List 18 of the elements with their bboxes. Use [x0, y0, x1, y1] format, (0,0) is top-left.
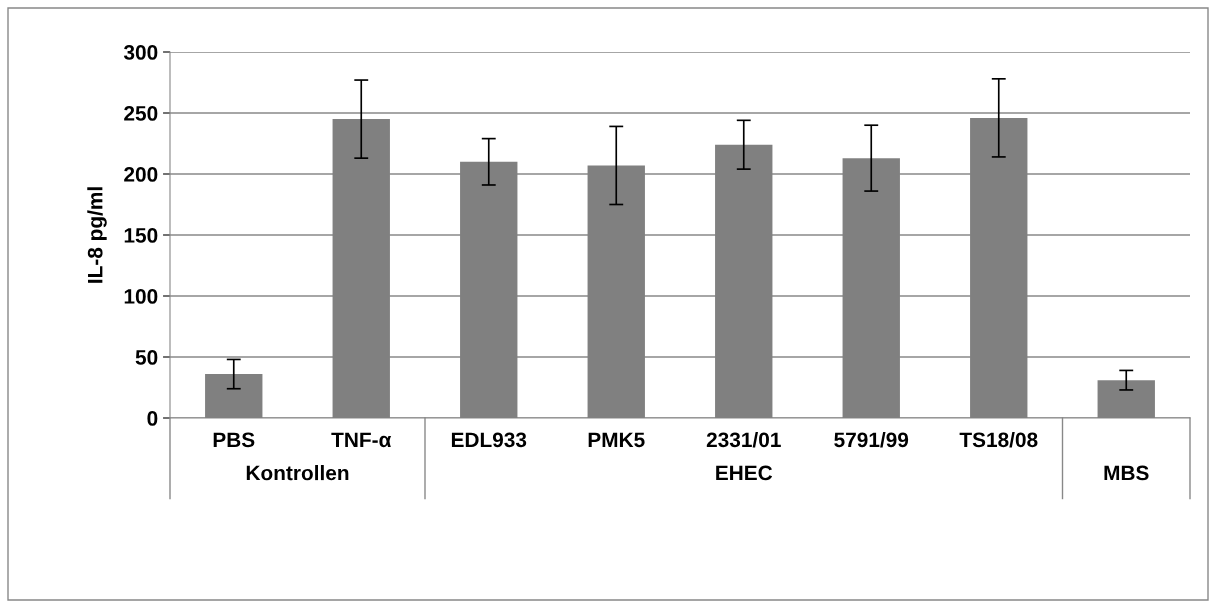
y-tick-label: 200	[124, 167, 158, 182]
text: Kontrollen	[246, 465, 349, 481]
y-tick-label: 0	[147, 411, 158, 426]
y-tick-label: 250	[124, 106, 158, 121]
x-tick-label: PMK5	[588, 432, 645, 448]
x-tick-label: 5791/99	[834, 431, 909, 448]
x-tick-label: PBS	[213, 432, 255, 448]
text: EHEC	[716, 465, 773, 481]
x-tick-label: TS18/08	[959, 431, 1038, 448]
y-tick-label: 300	[123, 45, 158, 60]
text: MBS	[1104, 465, 1149, 481]
x-tick-label: EDL933	[451, 432, 527, 448]
y-axis-title: IL-8 pg/ml	[87, 187, 107, 283]
y-tick-label: 100	[124, 289, 158, 304]
x-tick-label: TNF-α	[331, 432, 392, 448]
y-tick-label: 150	[124, 228, 158, 243]
y-tick-label: 50	[135, 350, 158, 365]
x-tick-label: 2331/01	[706, 431, 781, 448]
